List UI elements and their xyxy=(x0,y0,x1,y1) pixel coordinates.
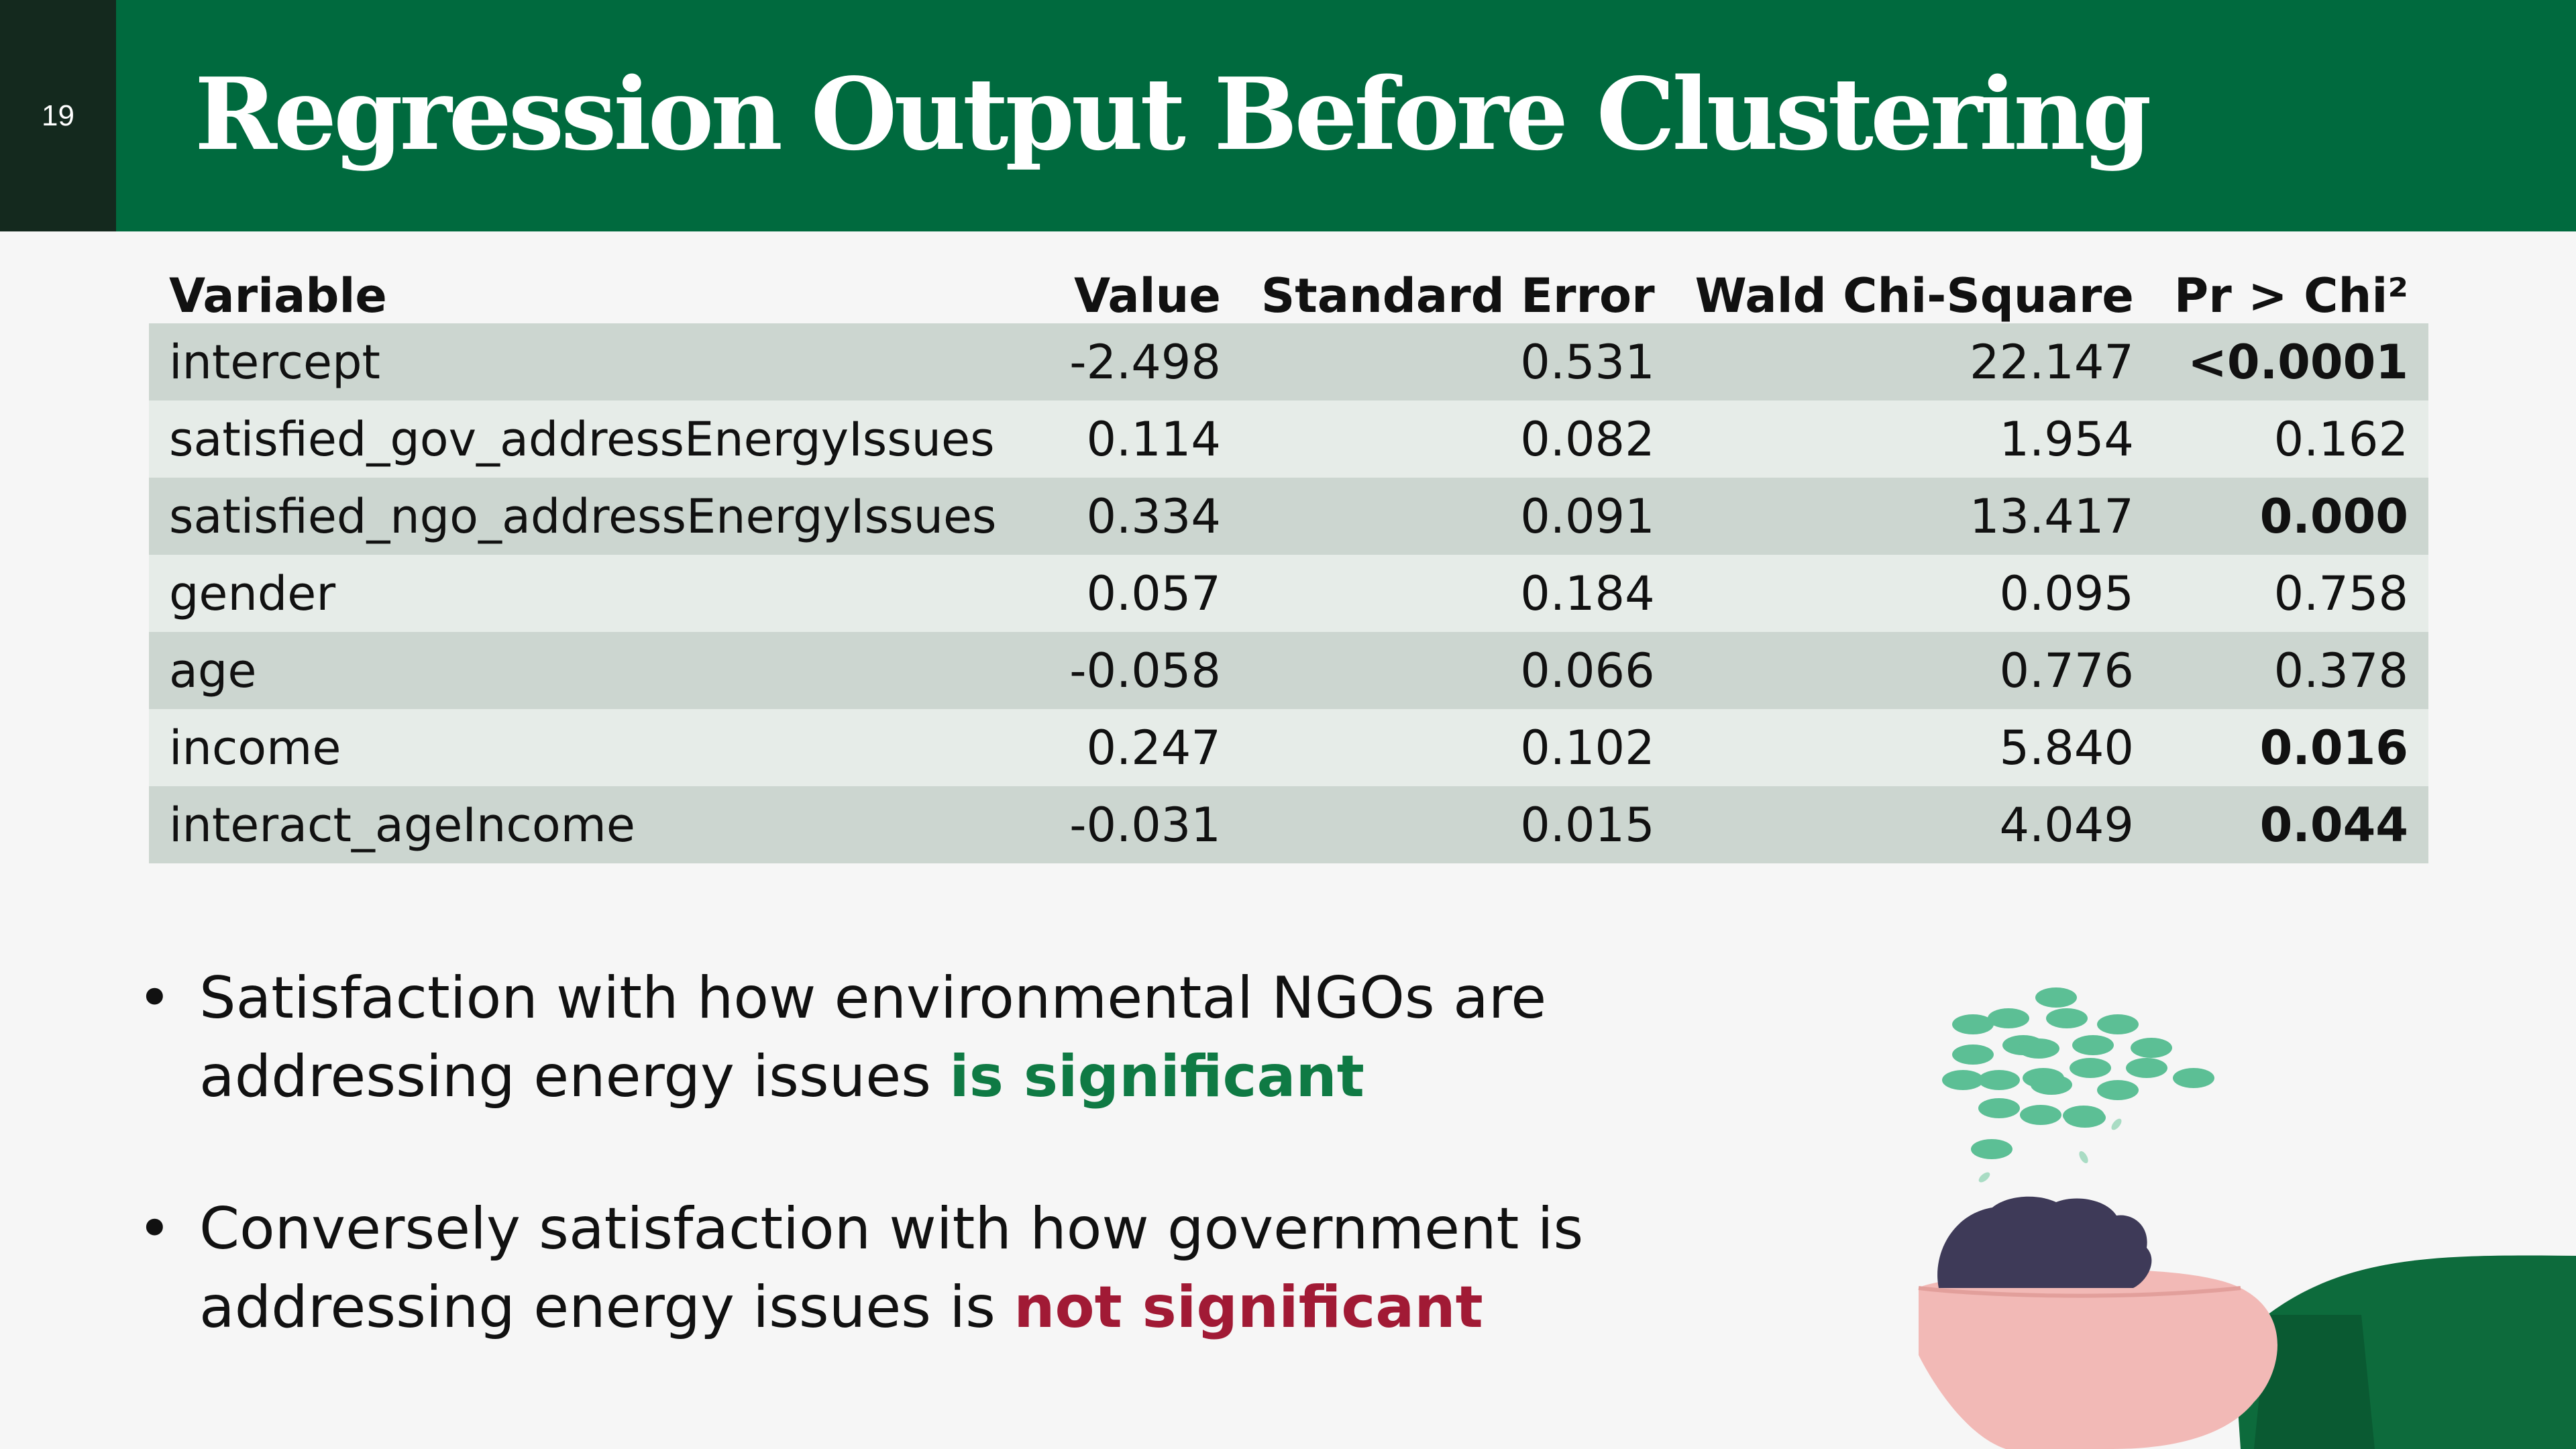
cell-standard-error: 0.531 xyxy=(1240,323,1675,400)
cell-value: 0.057 xyxy=(1034,555,1241,632)
table-row: satisfied_ngo_addressEnergyIssues 0.334 … xyxy=(149,478,2428,555)
cell-wald-chi-square: 4.049 xyxy=(1674,786,2154,863)
cell-value: 0.247 xyxy=(1034,709,1241,786)
cell-standard-error: 0.184 xyxy=(1240,555,1675,632)
slide-title: Regression Output Before Clustering xyxy=(195,56,2151,172)
table-row: intercept -2.498 0.531 22.147 <0.0001 xyxy=(149,323,2428,400)
cell-p-value: 0.162 xyxy=(2153,400,2428,478)
bullet-marker: • xyxy=(138,965,172,1032)
cell-standard-error: 0.082 xyxy=(1240,400,1675,478)
cell-standard-error: 0.091 xyxy=(1240,478,1675,555)
cell-wald-chi-square: 0.095 xyxy=(1674,555,2154,632)
cell-variable: income xyxy=(149,709,1034,786)
bullet-list: • Satisfaction with how environmental NG… xyxy=(138,959,1680,1421)
cell-p-value: <0.0001 xyxy=(2153,323,2428,400)
cell-wald-chi-square: 5.840 xyxy=(1674,709,2154,786)
cell-value: -0.058 xyxy=(1034,632,1241,709)
column-header-variable: Variable xyxy=(169,268,387,323)
table-body: intercept -2.498 0.531 22.147 <0.0001 sa… xyxy=(149,323,2428,863)
cell-variable: gender xyxy=(149,555,1034,632)
table-row: age -0.058 0.066 0.776 0.378 xyxy=(149,632,2428,709)
bullet-text: addressing energy issues is xyxy=(199,1274,1014,1341)
cell-p-value: 0.044 xyxy=(2153,786,2428,863)
cell-wald-chi-square: 1.954 xyxy=(1674,400,2154,478)
significant-emphasis: is significant xyxy=(949,1043,1364,1110)
cell-variable: satisfied_gov_addressEnergyIssues xyxy=(149,400,1034,478)
bullet-line: addressing energy issues is significant xyxy=(199,1038,1680,1116)
column-header-value: Value xyxy=(1073,268,1221,323)
bullet-line: Satisfaction with how environmental NGOs… xyxy=(199,965,1547,1032)
table-header-row: Variable Value Standard Error Wald Chi-S… xyxy=(149,254,2428,323)
soil-mound xyxy=(1937,1196,2152,1288)
cell-wald-chi-square: 0.776 xyxy=(1674,632,2154,709)
cell-value: 0.334 xyxy=(1034,478,1241,555)
column-header-pr-chi2: Pr > Chi² xyxy=(2174,268,2408,323)
cell-wald-chi-square: 22.147 xyxy=(1674,323,2154,400)
cell-standard-error: 0.015 xyxy=(1240,786,1675,863)
table-row: income 0.247 0.102 5.840 0.016 xyxy=(149,709,2428,786)
cell-p-value: 0.758 xyxy=(2153,555,2428,632)
cell-wald-chi-square: 13.417 xyxy=(1674,478,2154,555)
cell-standard-error: 0.102 xyxy=(1240,709,1675,786)
bullet-gov-not-significant: • Conversely satisfaction with how gover… xyxy=(138,1190,1680,1347)
falling-seeds xyxy=(1942,987,2214,1159)
cell-p-value: 0.000 xyxy=(2153,478,2428,555)
bullet-ngo-significant: • Satisfaction with how environmental NG… xyxy=(138,959,1680,1116)
cell-variable: age xyxy=(149,632,1034,709)
bullet-line: Conversely satisfaction with how governm… xyxy=(199,1195,1584,1263)
cell-variable: satisfied_ngo_addressEnergyIssues xyxy=(149,478,1034,555)
slide-header xyxy=(0,0,2576,231)
cell-variable: intercept xyxy=(149,323,1034,400)
tiny-seeds xyxy=(1978,1118,2122,1183)
column-header-wald-chi-square: Wald Chi-Square xyxy=(1695,268,2134,323)
not-significant-emphasis: not significant xyxy=(1014,1274,1483,1341)
bullet-text: addressing energy issues xyxy=(199,1043,950,1110)
bullet-line: addressing energy issues is not signific… xyxy=(199,1269,1680,1347)
bullet-marker: • xyxy=(138,1195,172,1263)
cell-p-value: 0.378 xyxy=(2153,632,2428,709)
hands xyxy=(1918,1269,2277,1449)
plant-seeds-illustration xyxy=(1918,987,2576,1449)
cell-p-value: 0.016 xyxy=(2153,709,2428,786)
cell-standard-error: 0.066 xyxy=(1240,632,1675,709)
cell-value: 0.114 xyxy=(1034,400,1241,478)
table-row: interact_ageIncome -0.031 0.015 4.049 0.… xyxy=(149,786,2428,863)
column-header-standard-error: Standard Error xyxy=(1260,268,1655,323)
cell-value: -0.031 xyxy=(1034,786,1241,863)
cell-variable: interact_ageIncome xyxy=(149,786,1034,863)
sleeve xyxy=(2234,1255,2576,1449)
regression-table: Variable Value Standard Error Wald Chi-S… xyxy=(149,254,2428,863)
table-row: gender 0.057 0.184 0.095 0.758 xyxy=(149,555,2428,632)
table-row: satisfied_gov_addressEnergyIssues 0.114 … xyxy=(149,400,2428,478)
page-number: 19 xyxy=(0,0,116,231)
cell-value: -2.498 xyxy=(1034,323,1241,400)
